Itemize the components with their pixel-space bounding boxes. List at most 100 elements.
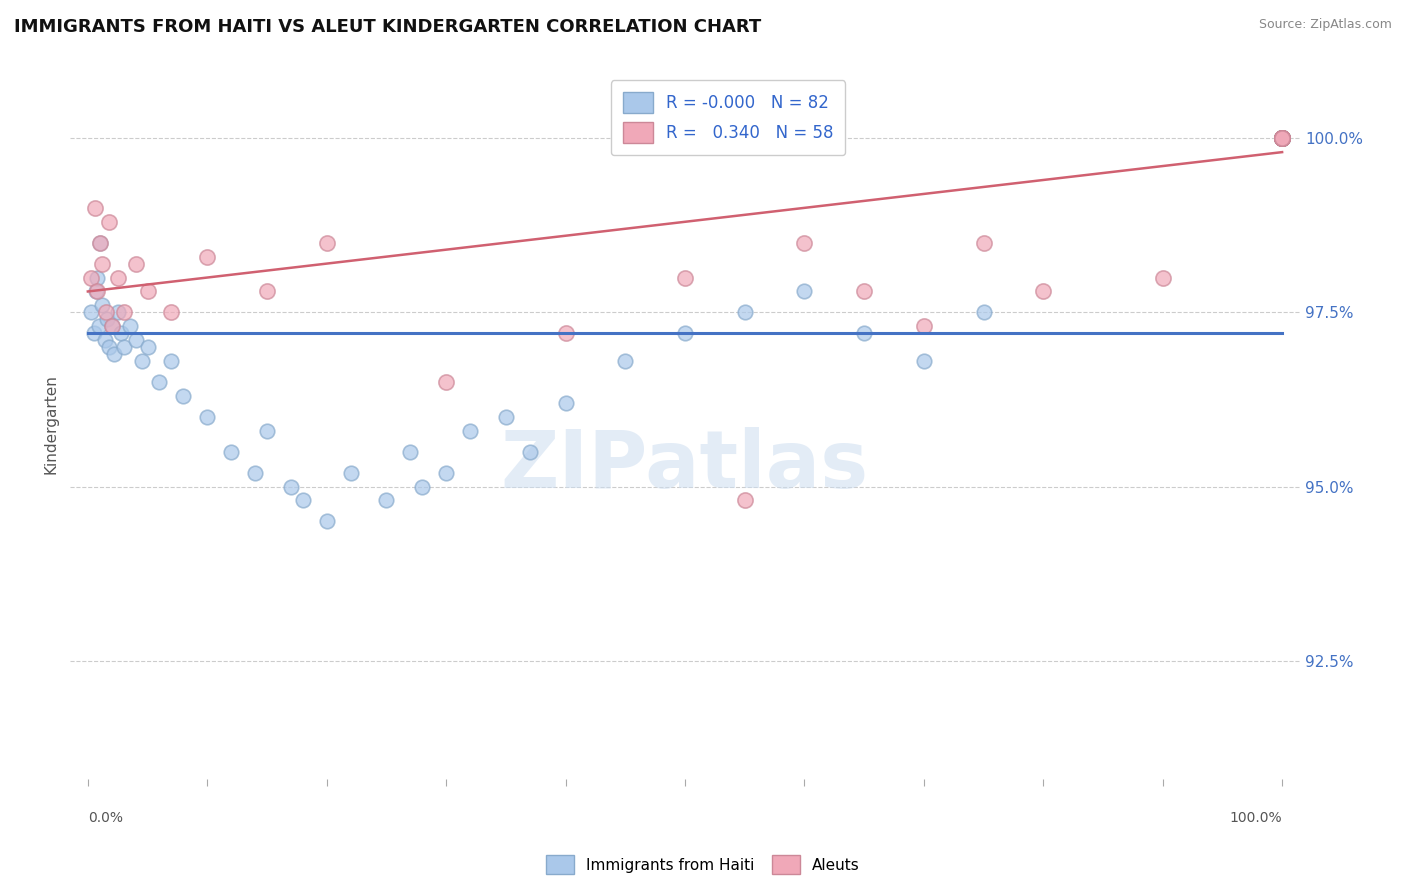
Point [1271, 131, 1294, 145]
Point [1271, 131, 1294, 145]
Point [912, 354, 935, 368]
Point [107, 270, 129, 285]
Point [86, 285, 108, 299]
Point [98, 340, 121, 354]
Point [853, 285, 876, 299]
Point [1271, 131, 1294, 145]
Point [1271, 131, 1294, 145]
Point [1271, 131, 1294, 145]
Point [1271, 131, 1294, 145]
Point [243, 466, 266, 480]
Point [912, 319, 935, 334]
Point [1271, 131, 1294, 145]
Point [399, 444, 422, 458]
Point [1152, 270, 1174, 285]
Point [87, 319, 110, 334]
Point [160, 305, 183, 319]
Point [124, 257, 146, 271]
Point [1271, 131, 1294, 145]
Point [315, 515, 337, 529]
Point [1271, 131, 1294, 145]
Point [339, 466, 361, 480]
Point [107, 305, 129, 319]
Point [554, 326, 576, 341]
Point [1271, 131, 1294, 145]
Point [1271, 131, 1294, 145]
Point [1271, 131, 1294, 145]
Point [375, 493, 398, 508]
Point [734, 493, 756, 508]
Point [614, 354, 637, 368]
Point [434, 375, 457, 389]
Point [84, 201, 107, 215]
Point [136, 340, 159, 354]
Point [1271, 131, 1294, 145]
Point [83, 326, 105, 341]
Point [219, 444, 242, 458]
Text: IMMIGRANTS FROM HAITI VS ALEUT KINDERGARTEN CORRELATION CHART: IMMIGRANTS FROM HAITI VS ALEUT KINDERGAR… [14, 18, 761, 36]
Point [80, 305, 103, 319]
Point [80, 270, 103, 285]
Point [1032, 285, 1054, 299]
Point [1271, 131, 1294, 145]
Point [131, 354, 153, 368]
Point [734, 305, 756, 319]
Point [1271, 131, 1294, 145]
Point [291, 493, 314, 508]
Point [411, 479, 433, 493]
Point [112, 340, 135, 354]
Point [86, 270, 108, 285]
Point [1271, 131, 1294, 145]
Point [973, 235, 995, 250]
Point [1271, 131, 1294, 145]
Point [1271, 131, 1294, 145]
Text: Source: ZipAtlas.com: Source: ZipAtlas.com [1258, 18, 1392, 31]
Point [1271, 131, 1294, 145]
Point [1271, 131, 1294, 145]
Point [89, 235, 111, 250]
Text: 100.0%: 100.0% [1229, 811, 1282, 824]
Legend: R = -0.000   N = 82, R =   0.340   N = 58: R = -0.000 N = 82, R = 0.340 N = 58 [612, 80, 845, 155]
Point [495, 409, 517, 424]
Point [673, 326, 696, 341]
Point [93, 333, 115, 347]
Point [100, 319, 122, 334]
Point [1271, 131, 1294, 145]
Point [1271, 131, 1294, 145]
Point [1271, 131, 1294, 145]
Point [94, 305, 117, 319]
Text: 0.0%: 0.0% [87, 811, 122, 824]
Point [98, 215, 121, 229]
Point [1271, 131, 1294, 145]
Point [1271, 131, 1294, 145]
Point [195, 409, 218, 424]
Point [280, 479, 302, 493]
Point [256, 285, 278, 299]
Point [91, 298, 114, 312]
Point [1271, 131, 1294, 145]
Point [124, 333, 146, 347]
Point [973, 305, 995, 319]
Point [1271, 131, 1294, 145]
Point [1271, 131, 1294, 145]
Point [1271, 131, 1294, 145]
Point [148, 375, 170, 389]
Point [89, 235, 111, 250]
Point [519, 444, 541, 458]
Point [1271, 131, 1294, 145]
Point [793, 235, 815, 250]
Legend: Immigrants from Haiti, Aleuts: Immigrants from Haiti, Aleuts [540, 849, 866, 880]
Point [1271, 131, 1294, 145]
Point [195, 250, 218, 264]
Point [1271, 131, 1294, 145]
Point [1271, 131, 1294, 145]
Point [160, 354, 183, 368]
Point [1271, 131, 1294, 145]
Point [853, 326, 876, 341]
Point [1271, 131, 1294, 145]
Point [434, 466, 457, 480]
Point [554, 396, 576, 410]
Point [1271, 131, 1294, 145]
Point [1271, 131, 1294, 145]
Text: ZIPatlas: ZIPatlas [501, 427, 869, 506]
